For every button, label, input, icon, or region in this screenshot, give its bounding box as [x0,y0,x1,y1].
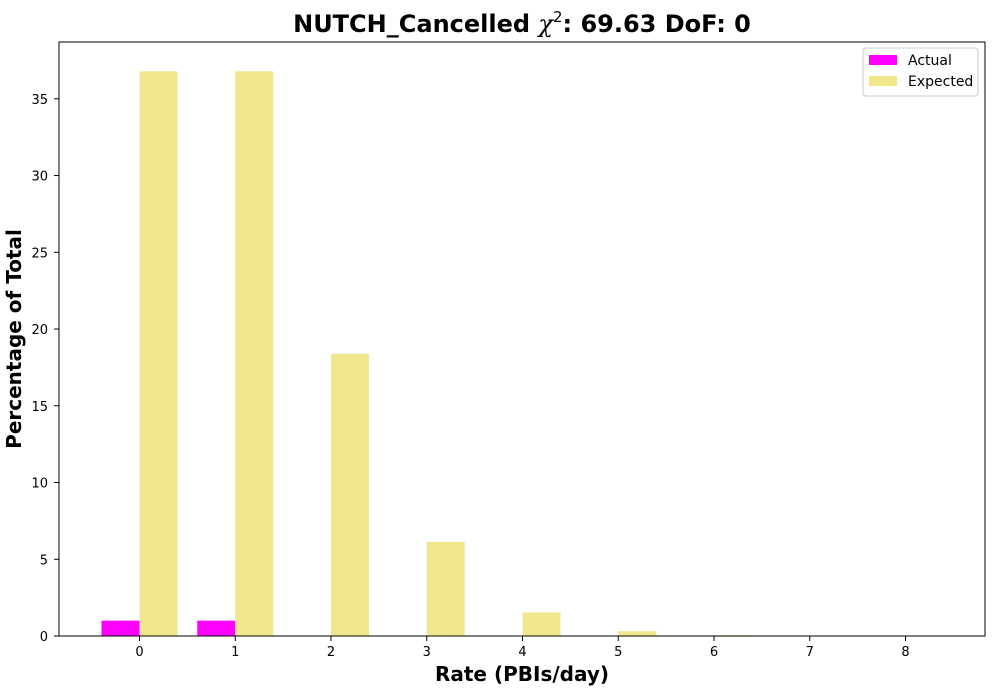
y-tick-label-10: 10 [31,477,48,492]
x-ticks: 0 1 2 3 4 5 6 7 8 [135,636,910,660]
x-tick-label-5: 5 [614,645,622,660]
y-tick-label-15: 15 [31,400,48,415]
legend-label-expected: Expected [908,74,973,90]
bar-actual-1 [197,620,236,636]
y-tick-label-5: 5 [40,553,48,568]
y-tick-label-35: 35 [31,93,48,108]
bar-expected-1 [235,71,274,636]
chart-title: NUTCH_Cancelled χ2: 69.63 DoF: 0 [293,8,751,38]
x-tick-label-8: 8 [901,645,909,660]
legend: Actual Expected [862,47,979,97]
y-axis-label: Percentage of Total [2,229,26,449]
title-superscript: 2 [553,8,563,26]
bar-expected-0 [139,71,178,636]
title-chi: χ [536,10,554,38]
svg-text:NUTCH_Cancelled χ2: 69.63 DoF:: NUTCH_Cancelled χ2: 69.63 DoF: 0 [293,8,751,38]
bar-expected-5 [618,631,657,636]
x-tick-label-4: 4 [518,645,526,660]
x-tick-label-1: 1 [231,645,239,660]
x-tick-label-7: 7 [806,645,814,660]
x-axis-label: Rate (PBIs/day) [435,662,609,686]
title-main: NUTCH_Cancelled [293,10,538,38]
title-rest: : 69.63 DoF: 0 [563,10,751,38]
bar-expected-4 [522,612,561,636]
y-ticks: 0 5 10 15 20 25 30 35 [31,93,59,645]
x-tick-label-0: 0 [135,645,143,660]
y-tick-label-25: 25 [31,246,48,261]
x-tick-label-2: 2 [327,645,335,660]
plot-frame [58,41,986,637]
x-tick-label-6: 6 [710,645,718,660]
x-tick-label-3: 3 [423,645,431,660]
bars-layer [101,71,944,636]
legend-swatch-actual [869,55,897,65]
bar-expected-3 [426,541,465,636]
y-tick-label-20: 20 [31,323,48,338]
y-tick-label-0: 0 [40,630,48,645]
legend-label-actual: Actual [908,53,952,69]
bar-actual-0 [101,620,140,636]
bar-expected-2 [331,353,369,636]
legend-swatch-expected [869,76,897,86]
y-tick-label-30: 30 [31,170,48,185]
